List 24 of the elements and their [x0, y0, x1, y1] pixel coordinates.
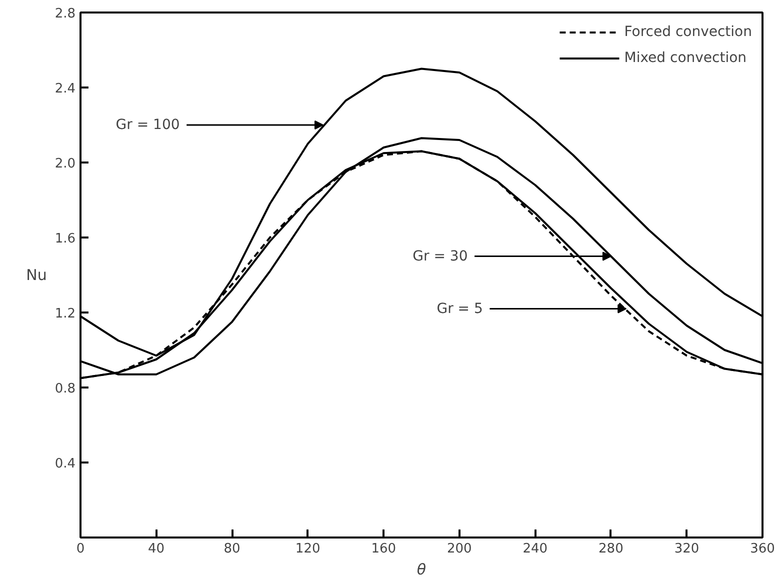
y-tick-label: 2.8	[54, 6, 76, 22]
x-tick-label: 120	[295, 542, 320, 556]
y-axis-title: Nu	[26, 266, 47, 284]
x-axis-title: θ	[416, 560, 426, 578]
legend-label: Mixed convection	[624, 50, 747, 66]
x-tick-label: 240	[522, 542, 548, 556]
annotation: Gr = 5	[436, 300, 483, 317]
x-tick-label: 160	[371, 542, 396, 556]
x-tick-label: 40	[148, 542, 165, 556]
x-tick-label: 320	[674, 542, 700, 556]
annotation: Gr = 100	[116, 117, 180, 133]
y-tick-label: 0.8	[54, 382, 76, 396]
annotation: Gr = 30	[412, 248, 468, 264]
y-tick-label: 2.4	[54, 82, 76, 96]
y-tick-label: 1.6	[54, 232, 76, 246]
x-tick-label: 280	[598, 542, 624, 556]
y-tick-label: 0.4	[54, 456, 76, 472]
x-tick-label: 360	[750, 542, 775, 556]
x-tick-label: 80	[224, 542, 240, 556]
y-tick-label: 2.0	[54, 156, 76, 172]
y-tick-label: 1.2	[54, 306, 76, 322]
x-tick-label: 200	[446, 542, 472, 556]
x-tick-label: 0	[76, 542, 85, 556]
legend-label: Forced convection	[624, 24, 752, 40]
